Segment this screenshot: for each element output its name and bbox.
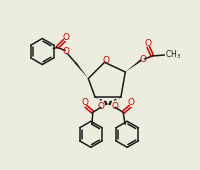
Polygon shape (125, 59, 142, 72)
Text: O: O (102, 56, 109, 65)
Text: O: O (81, 98, 88, 107)
Polygon shape (75, 62, 88, 79)
Text: O: O (97, 102, 104, 111)
Text: CH$_3$: CH$_3$ (165, 49, 181, 61)
Text: O: O (140, 55, 147, 64)
Text: O: O (145, 38, 152, 47)
Text: O: O (63, 47, 70, 56)
Text: O: O (128, 98, 135, 107)
Text: O: O (112, 102, 119, 111)
Text: O: O (63, 33, 70, 42)
